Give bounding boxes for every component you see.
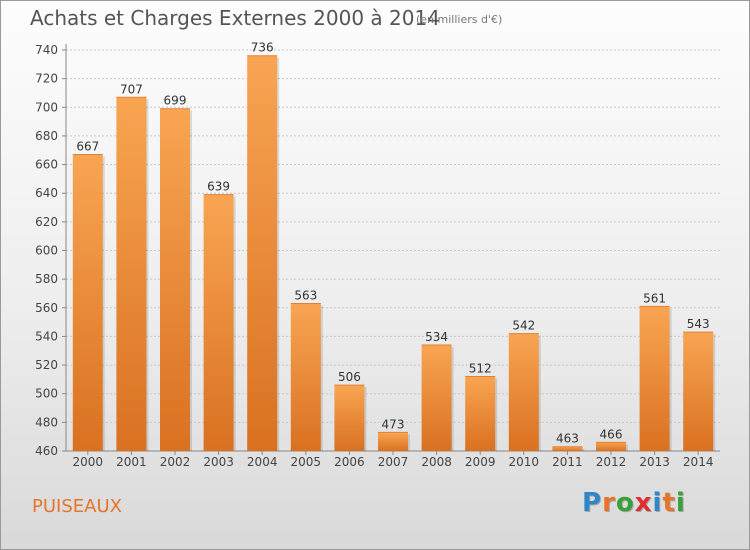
y-tick-label: 720 (35, 72, 58, 86)
bar-2009 (465, 376, 496, 451)
y-tick-label: 700 (35, 100, 58, 114)
data-label: 707 (120, 82, 143, 96)
data-label: 512 (469, 362, 492, 376)
bar-2008 (421, 345, 452, 451)
bar-2013 (639, 306, 670, 451)
y-tick-label: 460 (35, 444, 58, 458)
x-tick-label: 2011 (552, 455, 583, 469)
logo-letter: t (662, 488, 676, 518)
bar-2001 (116, 97, 147, 451)
y-tick-label: 540 (35, 329, 58, 343)
bar-2003 (203, 194, 234, 451)
data-label: 561 (643, 291, 666, 305)
x-tick-label: 2014 (683, 455, 714, 469)
y-tick-label: 620 (35, 215, 58, 229)
logo-letter: i (675, 488, 686, 518)
bar-2012 (596, 442, 626, 451)
y-tick-label: 600 (35, 244, 58, 258)
bar-2007 (378, 432, 408, 451)
x-tick-label: 2005 (291, 455, 322, 469)
data-label: 506 (338, 370, 361, 384)
x-tick-label: 2002 (160, 455, 191, 469)
data-label: 639 (207, 180, 230, 194)
logo-letter: o (615, 488, 635, 518)
data-label: 473 (382, 417, 405, 431)
y-tick-label: 660 (35, 158, 58, 172)
data-label: 463 (556, 432, 579, 446)
data-label: 563 (294, 288, 317, 302)
data-label: 699 (164, 94, 187, 108)
y-tick-label: 560 (35, 301, 58, 315)
proxiti-logo[interactable]: Proxiti (582, 488, 686, 518)
x-tick-label: 2008 (421, 455, 452, 469)
x-tick-label: 2004 (247, 455, 278, 469)
x-tick-label: 2009 (465, 455, 496, 469)
chart-title: Achats et Charges Externes 2000 à 2014 (30, 6, 440, 30)
x-tick-label: 2003 (203, 455, 234, 469)
commune-name: PUISEAUX (32, 496, 122, 517)
x-tick-label: 2001 (116, 455, 147, 469)
data-labels: 667 707 699 639 736 563 506 473 534 512 542 463 466 5… (76, 41, 709, 446)
x-tick-label: 2012 (596, 455, 627, 469)
data-label: 542 (512, 319, 535, 333)
x-tick-label: 2010 (509, 455, 540, 469)
y-tick-label: 640 (35, 186, 58, 200)
data-label: 534 (425, 330, 448, 344)
y-tick-label: 740 (35, 43, 58, 57)
bar-2000 (72, 154, 103, 451)
x-tick-label: 2006 (334, 455, 365, 469)
bar-2006 (334, 385, 365, 451)
logo-letter: P (582, 488, 603, 518)
data-label: 736 (251, 41, 274, 55)
x-tick-label: 2013 (639, 455, 670, 469)
logo-letter: r (602, 488, 616, 518)
bar-2002 (160, 108, 190, 451)
x-tick-label: 2000 (73, 455, 104, 469)
logo-letter: x (634, 488, 653, 518)
x-tick-label: 2007 (378, 455, 409, 469)
chart-subtitle: (en milliers d'€) (416, 13, 503, 26)
bar-2011 (552, 446, 583, 451)
logo-letter: i (652, 488, 663, 518)
y-tick-label: 480 (35, 415, 58, 429)
data-label: 543 (687, 317, 710, 331)
bar-2005 (290, 303, 321, 451)
data-label: 466 (600, 427, 623, 441)
data-label: 667 (76, 140, 99, 154)
bar-2010 (508, 333, 539, 451)
y-tick-label: 520 (35, 358, 58, 372)
bar-2004 (247, 55, 278, 451)
y-tick-label: 580 (35, 272, 58, 286)
y-tick-label: 500 (35, 387, 58, 401)
y-tick-label: 680 (35, 129, 58, 143)
bars (72, 55, 716, 451)
bar-2014 (683, 332, 714, 451)
